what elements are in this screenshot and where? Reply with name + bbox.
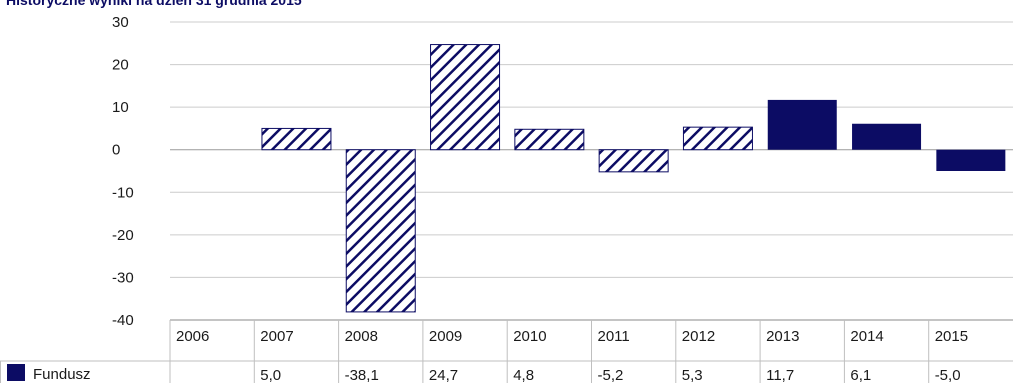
chart-title: Historyczne wyniki na dzień 31 grudnia 2… — [6, 0, 302, 8]
bar-2013 — [767, 99, 837, 150]
x-tick-label: 2012 — [682, 328, 715, 345]
bar-2014 — [852, 123, 922, 150]
bar-2007 — [261, 127, 332, 151]
x-tick-label: 2015 — [935, 328, 968, 345]
x-tick-label: 2006 — [176, 328, 209, 345]
x-tick-label: 2008 — [345, 328, 378, 345]
x-tick-label: 2010 — [513, 328, 546, 345]
bar-2008 — [345, 149, 416, 313]
y-tick-label: 30 — [112, 14, 129, 31]
data-label: 5,0 — [260, 367, 281, 383]
x-tick-label: 2013 — [766, 328, 799, 345]
bar-2015 — [936, 149, 1006, 171]
data-label: 6,1 — [850, 367, 871, 383]
bar-2010 — [514, 128, 585, 151]
data-label: 24,7 — [429, 367, 458, 383]
x-tick-label: 2011 — [598, 328, 630, 345]
y-tick-label: 20 — [112, 57, 129, 74]
bar-2011 — [598, 149, 669, 173]
bar-2009 — [430, 44, 501, 151]
data-label: 11,7 — [766, 367, 794, 383]
data-label: -5,0 — [935, 367, 961, 383]
x-tick-label: 2014 — [850, 328, 883, 345]
y-tick-label: 10 — [112, 99, 129, 116]
legend-label: Fundusz — [33, 366, 91, 383]
data-label: 5,3 — [682, 367, 703, 383]
y-tick-label: -10 — [112, 184, 134, 201]
x-tick-label: 2007 — [260, 328, 293, 345]
data-label: -38,1 — [345, 367, 379, 383]
data-label: 4,8 — [513, 367, 534, 383]
y-tick-label: -40 — [112, 312, 134, 329]
x-tick-label: 2009 — [429, 328, 462, 345]
y-tick-label: 0 — [112, 142, 120, 159]
data-label: -5,2 — [598, 367, 624, 383]
bar-2012 — [682, 126, 753, 151]
legend-swatch — [7, 364, 25, 381]
y-tick-label: -30 — [112, 269, 134, 286]
y-tick-label: -20 — [112, 227, 134, 244]
